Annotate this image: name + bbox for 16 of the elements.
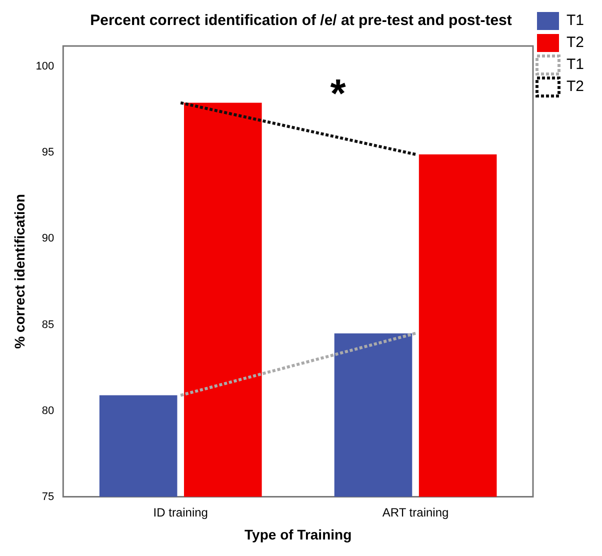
y-tick-label: 95 [42, 146, 54, 159]
legend-label: T1 [566, 12, 584, 30]
legend-label: T2 [566, 34, 584, 52]
y-tick-label: 90 [42, 232, 54, 245]
legend-label: T2 [566, 78, 584, 96]
chart-title: Percent correct identification of /e/ at pre-test and post-test [90, 12, 512, 30]
y-axis-title: % correct identification [11, 194, 28, 349]
y-tick-label: 100 [36, 60, 54, 73]
y-tick-label: 75 [42, 490, 54, 503]
x-tick-label: ART training [382, 505, 449, 520]
x-axis-title: Type of Training [244, 526, 352, 542]
y-tick-label: 80 [42, 404, 54, 417]
x-tick-label: ID training [153, 505, 208, 520]
annotation: * [330, 72, 346, 116]
legend-label: T1 [566, 56, 584, 74]
y-tick-label: 85 [42, 318, 54, 331]
